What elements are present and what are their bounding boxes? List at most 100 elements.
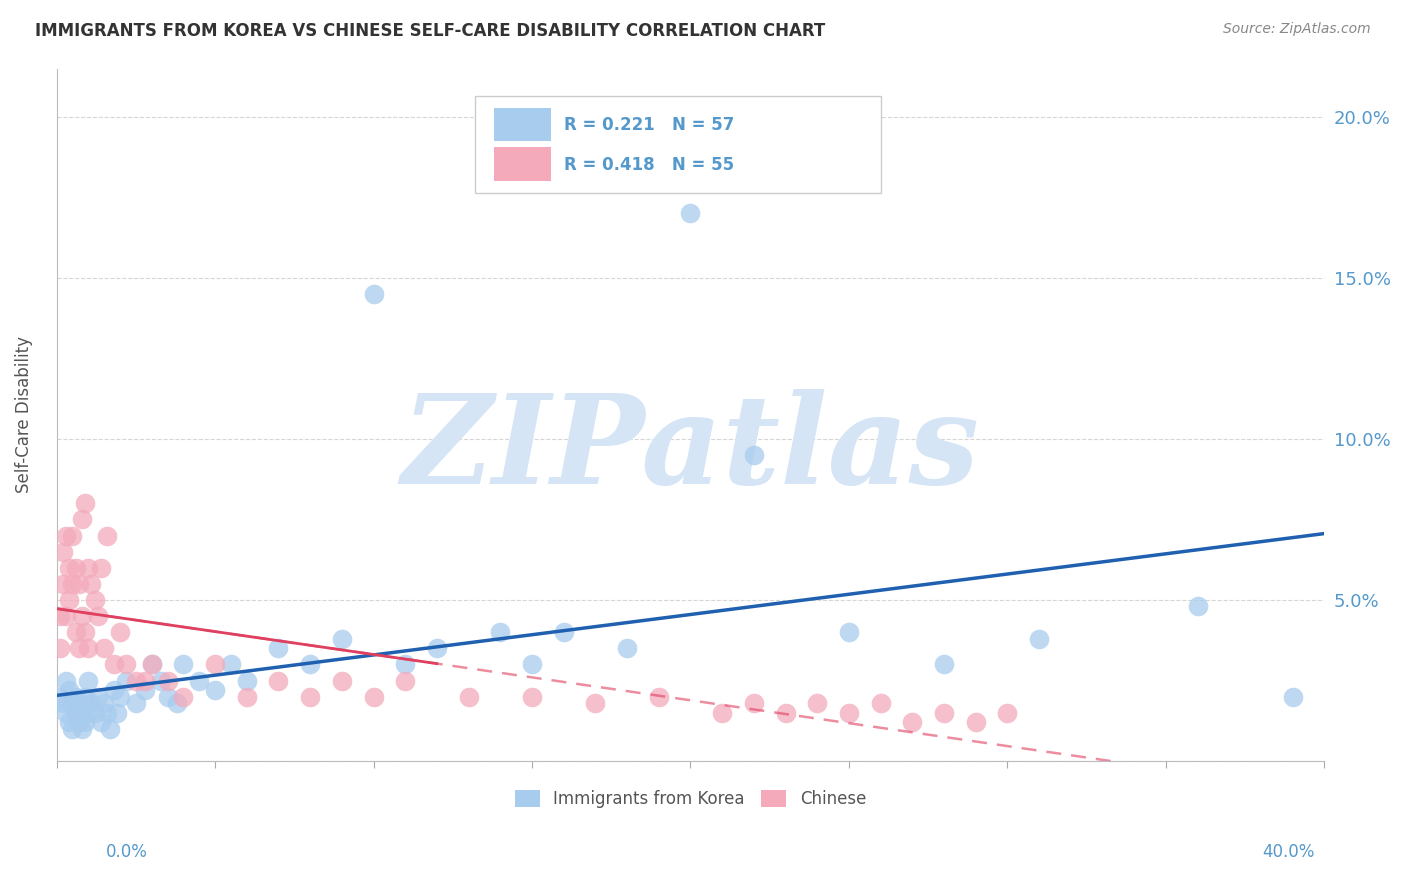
Point bbox=[105, 706, 128, 720]
Point bbox=[77, 706, 100, 720]
Point bbox=[965, 715, 987, 730]
Point bbox=[489, 625, 512, 640]
Point bbox=[236, 690, 259, 704]
Point bbox=[58, 561, 80, 575]
Point bbox=[330, 673, 353, 688]
Y-axis label: Self-Care Disability: Self-Care Disability bbox=[15, 336, 32, 493]
Point bbox=[188, 673, 211, 688]
Point bbox=[75, 625, 97, 640]
Point bbox=[65, 625, 87, 640]
Point bbox=[125, 696, 148, 710]
Point bbox=[58, 593, 80, 607]
Point bbox=[49, 690, 72, 704]
Point bbox=[93, 641, 115, 656]
Point bbox=[204, 657, 226, 672]
Text: Source: ZipAtlas.com: Source: ZipAtlas.com bbox=[1223, 22, 1371, 37]
Point bbox=[67, 715, 90, 730]
Point bbox=[58, 683, 80, 698]
Point bbox=[166, 696, 188, 710]
Point bbox=[299, 690, 322, 704]
Point bbox=[62, 577, 84, 591]
Bar bbox=[494, 108, 551, 141]
Point bbox=[52, 544, 75, 558]
Point bbox=[90, 561, 112, 575]
Point bbox=[65, 690, 87, 704]
Point bbox=[62, 722, 84, 736]
Point bbox=[219, 657, 242, 672]
Point bbox=[553, 625, 575, 640]
Point bbox=[125, 673, 148, 688]
Point bbox=[80, 696, 103, 710]
Point bbox=[426, 641, 449, 656]
Point bbox=[67, 696, 90, 710]
Point bbox=[103, 657, 125, 672]
Point bbox=[58, 715, 80, 730]
Point bbox=[96, 528, 118, 542]
Point bbox=[1187, 599, 1209, 614]
Point bbox=[141, 657, 163, 672]
Point bbox=[711, 706, 734, 720]
Point bbox=[77, 673, 100, 688]
Point bbox=[70, 722, 93, 736]
Point bbox=[75, 715, 97, 730]
FancyBboxPatch shape bbox=[475, 96, 880, 194]
Point bbox=[96, 706, 118, 720]
Point bbox=[55, 673, 77, 688]
Point bbox=[172, 657, 194, 672]
Point bbox=[267, 641, 290, 656]
Point bbox=[134, 683, 156, 698]
Point bbox=[62, 696, 84, 710]
Text: 0.0%: 0.0% bbox=[105, 843, 148, 861]
Point bbox=[87, 690, 110, 704]
Point bbox=[49, 641, 72, 656]
Point bbox=[330, 632, 353, 646]
Point bbox=[363, 287, 385, 301]
Point bbox=[742, 448, 765, 462]
Point bbox=[520, 657, 543, 672]
Point bbox=[1281, 690, 1303, 704]
Point bbox=[775, 706, 797, 720]
Point bbox=[70, 512, 93, 526]
Point bbox=[932, 706, 955, 720]
Point bbox=[55, 528, 77, 542]
Point bbox=[806, 696, 828, 710]
Point bbox=[150, 673, 173, 688]
Point bbox=[77, 641, 100, 656]
Point bbox=[75, 690, 97, 704]
Point bbox=[236, 673, 259, 688]
Point bbox=[932, 657, 955, 672]
Point bbox=[62, 528, 84, 542]
Point bbox=[838, 625, 860, 640]
Text: IMMIGRANTS FROM KOREA VS CHINESE SELF-CARE DISABILITY CORRELATION CHART: IMMIGRANTS FROM KOREA VS CHINESE SELF-CA… bbox=[35, 22, 825, 40]
Point bbox=[156, 690, 179, 704]
Point bbox=[204, 683, 226, 698]
Point bbox=[83, 706, 105, 720]
Text: 40.0%: 40.0% bbox=[1263, 843, 1315, 861]
Text: ZIPatlas: ZIPatlas bbox=[402, 389, 980, 510]
Bar bbox=[494, 147, 551, 181]
Point bbox=[55, 706, 77, 720]
Point bbox=[141, 657, 163, 672]
Point bbox=[77, 561, 100, 575]
Point bbox=[156, 673, 179, 688]
Point bbox=[394, 657, 416, 672]
Point bbox=[108, 625, 131, 640]
Point bbox=[70, 706, 93, 720]
Point bbox=[108, 690, 131, 704]
Point bbox=[457, 690, 479, 704]
Point bbox=[65, 706, 87, 720]
Point bbox=[267, 673, 290, 688]
Point bbox=[65, 561, 87, 575]
Point bbox=[172, 690, 194, 704]
Point bbox=[49, 609, 72, 624]
Point bbox=[115, 657, 138, 672]
Point bbox=[616, 641, 638, 656]
Point bbox=[67, 641, 90, 656]
Point bbox=[134, 673, 156, 688]
Point bbox=[995, 706, 1018, 720]
Point bbox=[80, 577, 103, 591]
Point bbox=[93, 696, 115, 710]
Point bbox=[103, 683, 125, 698]
Text: R = 0.221   N = 57: R = 0.221 N = 57 bbox=[564, 116, 734, 135]
Point bbox=[70, 609, 93, 624]
